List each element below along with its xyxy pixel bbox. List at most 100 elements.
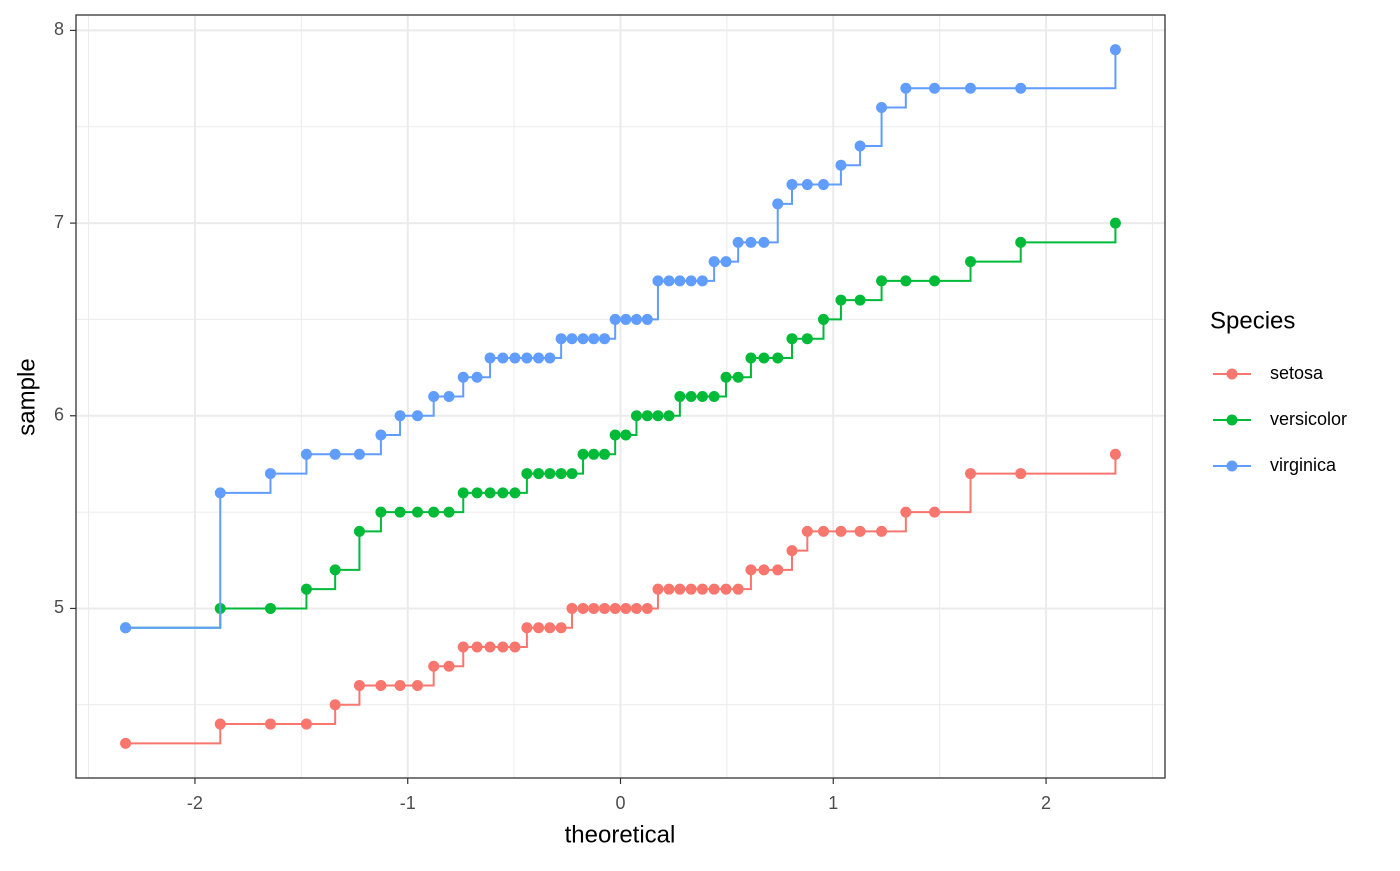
qq-point bbox=[772, 564, 784, 576]
x-tick-label: -1 bbox=[400, 793, 416, 813]
qq-point bbox=[484, 641, 496, 653]
qq-point bbox=[484, 487, 496, 499]
qq-point bbox=[457, 371, 469, 383]
qq-point bbox=[900, 275, 912, 287]
qq-point bbox=[696, 391, 708, 402]
qq-point bbox=[876, 525, 888, 537]
qq-point bbox=[555, 333, 567, 345]
qq-point bbox=[214, 718, 226, 730]
qq-point bbox=[786, 179, 798, 191]
qq-point bbox=[620, 429, 632, 441]
qq-point bbox=[1109, 44, 1121, 56]
qq-point bbox=[641, 602, 653, 614]
qq-point bbox=[120, 737, 132, 749]
qq-point bbox=[1109, 217, 1121, 229]
qq-point bbox=[457, 641, 469, 653]
x-axis-title: theoretical bbox=[565, 821, 676, 848]
qq-point bbox=[300, 718, 312, 730]
y-tick-label: 7 bbox=[54, 212, 64, 232]
qq-point bbox=[577, 602, 589, 614]
qq-point bbox=[329, 448, 341, 460]
qq-point bbox=[720, 583, 732, 595]
qq-point bbox=[394, 506, 406, 518]
qq-point bbox=[609, 313, 621, 325]
qq-point bbox=[428, 506, 440, 518]
qq-point bbox=[817, 525, 829, 537]
qq-point bbox=[708, 391, 720, 402]
qq-point bbox=[663, 275, 675, 287]
qq-point bbox=[521, 352, 533, 364]
qq-point bbox=[120, 622, 132, 634]
qq-point bbox=[533, 468, 545, 480]
qq-point bbox=[835, 159, 847, 171]
qq-point bbox=[900, 506, 912, 518]
qq-point bbox=[854, 140, 866, 152]
qq-point bbox=[588, 448, 600, 460]
qq-point bbox=[652, 275, 664, 287]
qq-point bbox=[394, 410, 406, 422]
qq-point bbox=[732, 583, 744, 595]
qq-point bbox=[544, 622, 556, 634]
qq-point bbox=[772, 352, 784, 364]
qq-point bbox=[641, 410, 653, 422]
qq-point bbox=[577, 333, 589, 345]
qq-point bbox=[652, 583, 664, 595]
qq-point bbox=[732, 371, 744, 383]
qq-point bbox=[745, 352, 757, 364]
qq-point bbox=[497, 487, 509, 499]
qq-point bbox=[965, 256, 977, 268]
legend-key-point bbox=[1226, 460, 1238, 472]
qq-point bbox=[929, 506, 941, 518]
qq-point bbox=[497, 352, 509, 364]
qq-point bbox=[817, 313, 829, 325]
qq-point bbox=[412, 410, 424, 422]
qq-point bbox=[786, 333, 798, 345]
x-tick-label: 2 bbox=[1041, 793, 1051, 813]
x-tick-label: 1 bbox=[828, 793, 838, 813]
qq-point bbox=[394, 680, 406, 692]
legend-label: virginica bbox=[1270, 455, 1337, 475]
legend-key-point bbox=[1226, 368, 1238, 380]
qq-point bbox=[854, 294, 866, 306]
qq-point bbox=[509, 352, 521, 364]
qq-point bbox=[588, 333, 600, 345]
qq-point bbox=[566, 468, 578, 480]
qq-point bbox=[745, 236, 757, 248]
qq-point bbox=[609, 602, 621, 614]
qq-point bbox=[772, 198, 784, 210]
qq-point bbox=[544, 352, 556, 364]
qq-point bbox=[801, 179, 813, 191]
qq-point bbox=[353, 680, 365, 692]
qq-point bbox=[566, 602, 578, 614]
qq-point bbox=[214, 487, 226, 499]
qq-point bbox=[720, 256, 732, 268]
y-axis-title: sample bbox=[13, 358, 40, 435]
qq-point bbox=[674, 275, 686, 287]
qq-point bbox=[876, 275, 888, 287]
qq-point bbox=[375, 429, 387, 441]
panel-border bbox=[75, 14, 1166, 779]
qq-point bbox=[641, 313, 653, 325]
legend-label: setosa bbox=[1270, 363, 1324, 383]
qq-point bbox=[732, 236, 744, 248]
qq-point bbox=[965, 468, 977, 480]
qq-point bbox=[599, 602, 611, 614]
y-tick-label: 5 bbox=[54, 597, 64, 617]
qq-point bbox=[720, 371, 732, 383]
qq-point bbox=[745, 564, 757, 576]
qq-point bbox=[630, 410, 642, 422]
qq-point bbox=[443, 506, 455, 518]
qq-point bbox=[674, 391, 686, 402]
legend-title: Species bbox=[1210, 307, 1295, 334]
qq-point bbox=[509, 487, 521, 499]
qq-point bbox=[353, 525, 365, 537]
qq-point bbox=[817, 179, 829, 191]
qq-point bbox=[353, 448, 365, 460]
qq-point bbox=[685, 583, 697, 595]
qq-point bbox=[264, 718, 276, 730]
qq-point bbox=[329, 564, 341, 576]
qq-point bbox=[696, 275, 708, 287]
qq-point bbox=[471, 487, 483, 499]
